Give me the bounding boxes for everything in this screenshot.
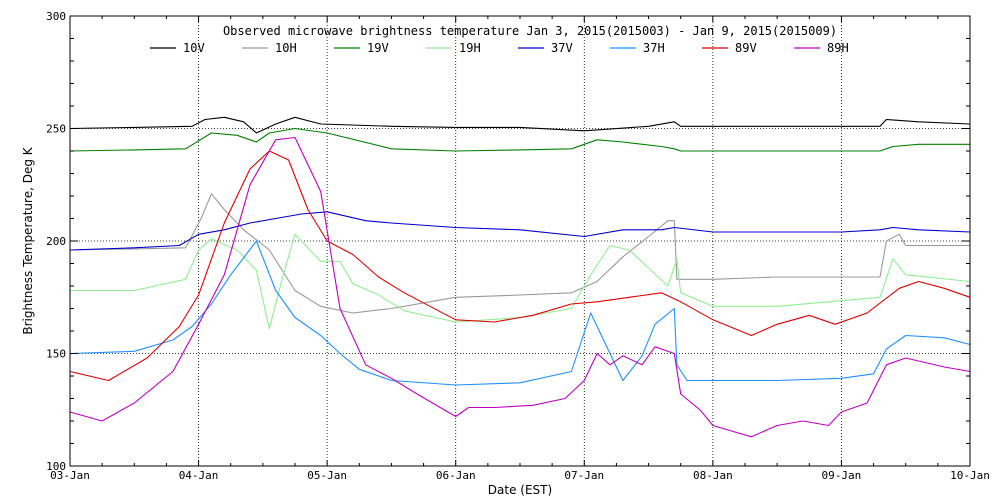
legend-label-89v: 89V: [735, 41, 757, 55]
x-tick-label: 04-Jan: [179, 469, 219, 482]
y-axis-label: Brightness Temperature, Deg K: [21, 146, 35, 334]
x-tick-label: 10-Jan: [950, 469, 990, 482]
chart-title: Observed microwave brightness temperatur…: [223, 24, 837, 38]
series-line-37v: [69, 211, 971, 251]
x-tick-label: 05-Jan: [307, 469, 347, 482]
series-line-19h: [70, 233, 971, 330]
legend-label-37v: 37V: [551, 41, 573, 55]
legend-label-19v: 19V: [367, 41, 389, 55]
series-line-19v: [69, 127, 970, 152]
legend-label-10h: 10H: [275, 41, 297, 55]
y-tick-label: 150: [46, 348, 66, 361]
legend-label-89h: 89H: [827, 41, 849, 55]
legend: 10V 10H 19V 19H 37V 37H 89V 89H: [150, 41, 849, 55]
series-line-89v: [69, 150, 971, 382]
x-tick-label: 06-Jan: [436, 469, 476, 482]
series-line-37h: [69, 240, 971, 386]
series-line-89h: [69, 136, 971, 438]
x-tick-label: 09-Jan: [822, 469, 862, 482]
series-line-10v: [69, 116, 971, 134]
legend-label-37h: 37H: [643, 41, 665, 55]
x-tick-label: 07-Jan: [564, 469, 604, 482]
y-tick-label: 250: [46, 123, 66, 136]
tick-layer: 03-Jan 04-Jan 05-Jan 06-Jan 07-Jan 08-Jan 09-J…: [46, 10, 990, 482]
legend-label-19h: 19H: [459, 41, 481, 55]
x-tick-label: 03-Jan: [50, 469, 90, 482]
grid-layer: [70, 16, 970, 466]
y-tick-label: 200: [46, 235, 66, 248]
y-tick-label: 100: [46, 460, 66, 473]
legend-label-10v: 10V: [183, 41, 205, 55]
y-tick-label: 300: [46, 10, 66, 23]
series-line-10h: [69, 193, 970, 314]
series-layer: [69, 116, 971, 438]
x-tick-label: 08-Jan: [693, 469, 733, 482]
x-axis-label: Date (EST): [488, 483, 552, 497]
